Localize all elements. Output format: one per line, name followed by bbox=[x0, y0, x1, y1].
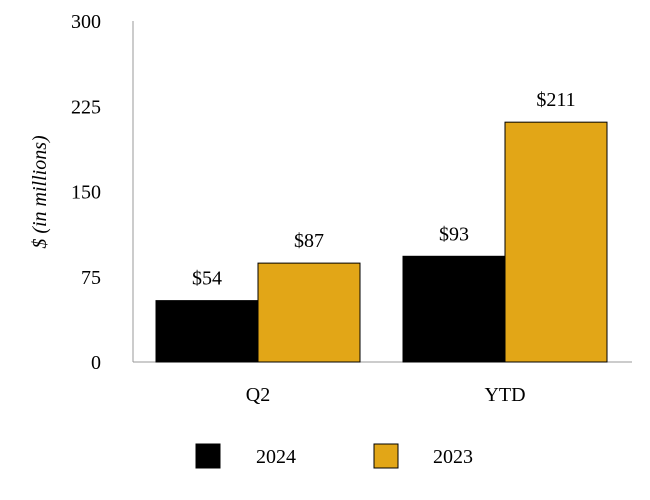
legend-swatch-2023 bbox=[373, 443, 399, 469]
y-axis-ticks: 0 75 150 225 300 bbox=[71, 11, 101, 374]
data-label: $54 bbox=[192, 268, 222, 290]
y-tick-label: 75 bbox=[81, 267, 101, 289]
data-label: $93 bbox=[439, 223, 469, 245]
bars bbox=[155, 121, 608, 363]
data-label: $87 bbox=[294, 230, 324, 252]
legend-label-2024: 2024 bbox=[256, 446, 296, 468]
legend-swatch-2024 bbox=[195, 443, 221, 469]
bar-2023-q2 bbox=[257, 262, 361, 363]
bar-2023-ytd bbox=[504, 121, 608, 363]
x-category-label: YTD bbox=[484, 384, 525, 406]
y-tick-label: 0 bbox=[91, 352, 101, 374]
y-tick-label: 300 bbox=[71, 11, 101, 33]
bar-2024-q2 bbox=[155, 300, 259, 363]
bar-2024-ytd bbox=[402, 255, 506, 363]
y-tick-label: 150 bbox=[71, 182, 101, 204]
data-label: $211 bbox=[536, 89, 575, 111]
legend: 2024 2023 bbox=[195, 443, 473, 469]
y-tick-label: 225 bbox=[71, 96, 101, 118]
data-labels: $54 $87 $93 $211 bbox=[192, 89, 576, 289]
y-axis-label: $ (in millions) bbox=[29, 135, 51, 249]
x-category-label: Q2 bbox=[246, 384, 270, 406]
legend-label-2023: 2023 bbox=[433, 446, 473, 468]
category-labels: Q2 YTD bbox=[246, 384, 526, 406]
